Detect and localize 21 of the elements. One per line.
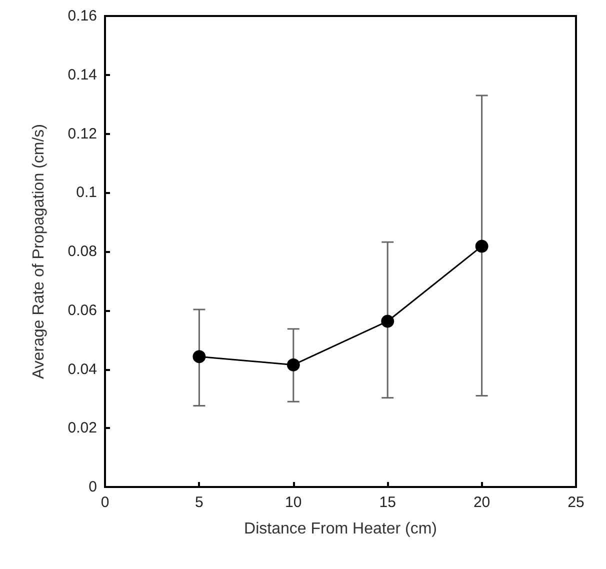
y-tick-label: 0.14 [68,66,97,84]
x-tick-label: 20 [473,494,490,511]
y-tick-label: 0.08 [68,243,97,260]
y-tick-label: 0.04 [68,360,97,378]
point [286,358,300,372]
y-tick-label: 0.16 [68,8,97,24]
x-tick-label: 5 [195,494,204,511]
y-tick-label: 0.06 [68,302,97,319]
x-axis-title: Distance From Heater (cm) [244,520,437,538]
x-tick-label: 10 [285,494,302,511]
y-tick-label: 0.1 [76,184,97,202]
y-tick-label: 0.02 [68,420,97,437]
point [192,350,206,364]
x-tick-label: 25 [568,494,584,511]
point [381,314,394,328]
x-tick-label: 0 [100,494,110,511]
y-axis-title: Average Rate of Propagation (cm/s) [30,124,48,379]
x-tick-label: 15 [379,494,396,511]
y-tick-label: 0 [88,478,97,496]
point [475,240,488,253]
y-tick-label: 0.12 [68,125,97,142]
